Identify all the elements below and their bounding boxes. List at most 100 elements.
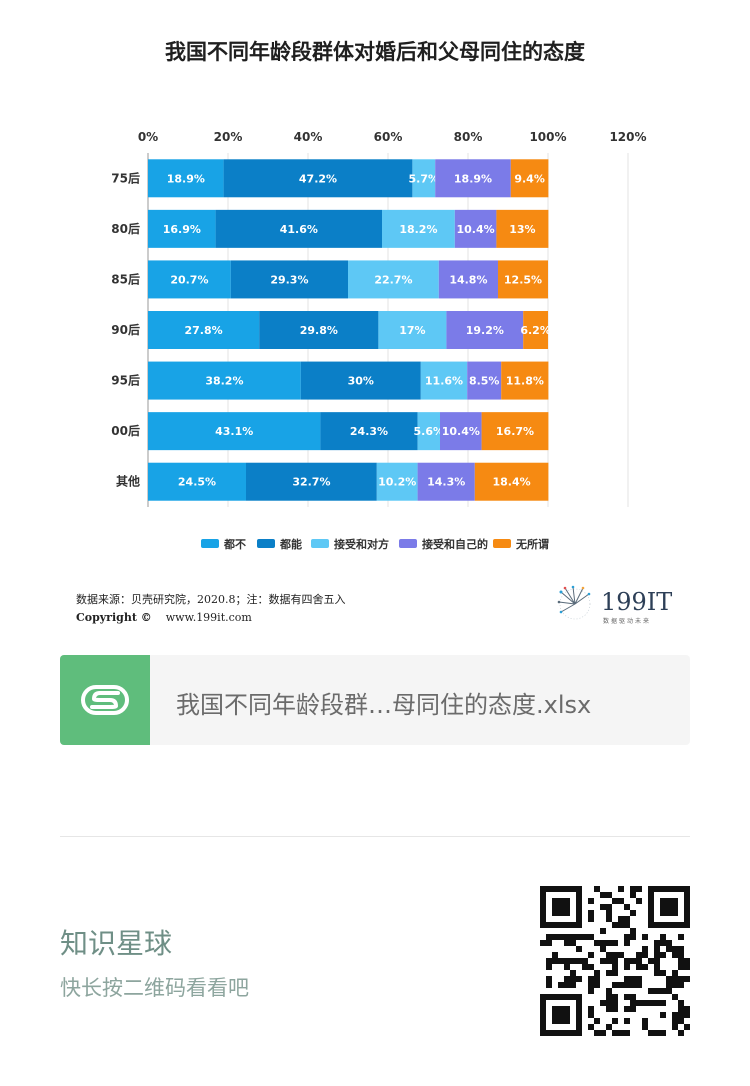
knowledge-planet-title: 知识星球 [60, 927, 173, 960]
qr-module [648, 958, 654, 964]
qr-module [630, 1006, 636, 1012]
qr-module [558, 958, 564, 964]
qr-module [618, 916, 624, 922]
data-label: 41.6% [280, 223, 318, 236]
qr-module [654, 946, 660, 952]
qr-module [618, 1030, 624, 1036]
bar-segment [148, 209, 216, 248]
qr-module [636, 964, 642, 970]
bar-segment [320, 412, 418, 451]
copyright-line: Copyright © www.199it.com [76, 611, 252, 624]
qr-module [672, 970, 678, 976]
category-label: 95后 [111, 373, 140, 388]
bar-segment [440, 412, 482, 451]
qr-module [654, 970, 660, 976]
data-label: 30% [348, 375, 374, 388]
copyright-label: Copyright © [76, 611, 152, 624]
qr-module [660, 970, 666, 976]
qr-module [618, 886, 624, 892]
qr-module [546, 964, 552, 970]
bar-segment [378, 311, 447, 349]
data-label: 24.5% [178, 476, 216, 489]
qr-module [648, 1000, 654, 1006]
qr-module [564, 976, 570, 982]
website-link[interactable]: www.199it.com [165, 611, 252, 624]
data-label: 29.8% [300, 324, 338, 337]
legend-label: 都不 [223, 537, 246, 551]
qr-module [606, 988, 612, 994]
data-label: 11.6% [425, 375, 463, 388]
bar-segment [498, 260, 548, 299]
qr-module [672, 1024, 678, 1030]
qr-module [630, 886, 636, 892]
legend-label: 都能 [279, 537, 302, 551]
qr-module [594, 976, 600, 982]
data-label: 5.6% [414, 425, 445, 438]
bar-segment [417, 462, 475, 501]
qr-module [612, 1030, 618, 1036]
qr-module [546, 934, 552, 940]
qr-module [618, 922, 624, 928]
qr-module [684, 958, 690, 964]
x-tick-label: 120% [609, 130, 646, 144]
qr-module [564, 958, 570, 964]
data-label: 14.3% [427, 476, 465, 489]
qr-module [606, 940, 612, 946]
bar-segment [148, 159, 224, 198]
qr-module [570, 976, 576, 982]
category-label: 85后 [111, 271, 140, 286]
qr-module [600, 904, 606, 910]
qr-module [570, 958, 576, 964]
legend-swatch [257, 539, 275, 548]
qr-code[interactable] [540, 886, 690, 1036]
qr-module [672, 994, 678, 1000]
qr-module [624, 922, 630, 928]
file-attachment-card[interactable]: 我国不同年龄段群…母同住的态度.xlsx [60, 655, 690, 745]
qr-module [678, 952, 684, 958]
category-label: 90后 [111, 322, 140, 337]
qr-module [672, 982, 678, 988]
qr-module [570, 982, 576, 988]
qr-module [672, 1012, 678, 1018]
data-label: 10.2% [378, 476, 416, 489]
qr-module [642, 964, 648, 970]
qr-module [546, 976, 552, 982]
qr-module [582, 964, 588, 970]
bar-segment [148, 412, 321, 451]
bar-segment [481, 412, 549, 451]
data-label: 18.2% [399, 223, 437, 236]
qr-module [594, 940, 600, 946]
data-label: 10.4% [442, 425, 480, 438]
qr-module [672, 952, 678, 958]
qr-module [612, 982, 618, 988]
qr-module [618, 898, 624, 904]
qr-module [684, 964, 690, 970]
qr-module [648, 1030, 654, 1036]
qr-module [552, 958, 558, 964]
qr-module [660, 988, 666, 994]
stacked-bar-chart: 0% 20% 40% 60% 80% 100% 120% 18.9% 47.2% 5.7% 18.… [111, 130, 646, 551]
data-label: 29.3% [270, 273, 308, 286]
bar-segment [215, 209, 382, 248]
qr-module [630, 994, 636, 1000]
data-label: 18.9% [167, 172, 205, 185]
qr-module [564, 940, 570, 946]
qr-module [588, 1006, 594, 1012]
data-label: 14.8% [449, 273, 487, 286]
knowledge-planet-subtitle: 快长按二维码看看吧 [60, 976, 249, 1000]
spreadsheet-file-icon [60, 655, 150, 745]
qr-module [684, 1006, 690, 1012]
qr-module [636, 976, 642, 982]
qr-module [666, 946, 672, 952]
qr-module [600, 940, 606, 946]
qr-module [600, 958, 606, 964]
bars: 18.9% 47.2% 5.7% 18.9% 9.4% 16.9% 41.6% 18.2% 10… [148, 159, 551, 501]
qr-module [660, 1000, 666, 1006]
qr-module [624, 1006, 630, 1012]
bar-segment [467, 361, 502, 400]
qr-module [624, 964, 630, 970]
qr-module [678, 958, 684, 964]
legend-label: 接受和自己的 [422, 537, 488, 551]
qr-module [558, 982, 564, 988]
